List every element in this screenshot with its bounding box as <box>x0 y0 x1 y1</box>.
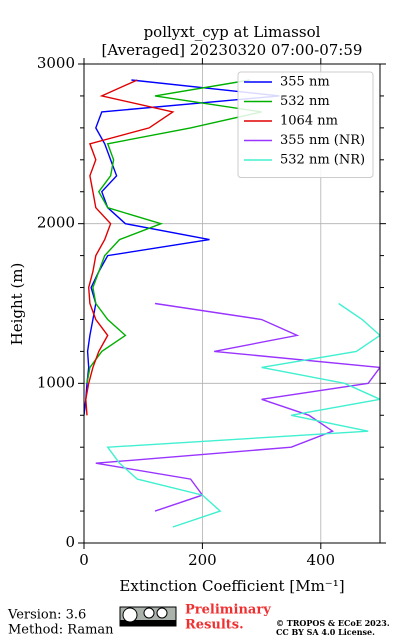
profile-line <box>85 79 175 416</box>
x-tick-label: 0 <box>79 551 89 569</box>
plot-frame <box>83 63 381 544</box>
legend-box <box>237 71 374 178</box>
y-axis-label: Height (m) <box>8 263 26 346</box>
profile-line <box>84 79 280 416</box>
method: Method: Raman <box>8 623 114 638</box>
legend-label: 355 nm <box>280 75 330 90</box>
cc-logo <box>119 606 177 627</box>
y-tick-label: 1000 <box>37 373 75 391</box>
preliminary: Preliminary <box>185 603 271 618</box>
y-tick-label: 0 <box>65 533 75 551</box>
x-axis-label: Extinction Coefficient [Mm⁻¹] <box>119 577 344 595</box>
version: Version: 3.6 <box>7 608 86 623</box>
profile-line <box>95 302 380 512</box>
legend-label: 1064 nm <box>280 114 338 129</box>
x-tick-label: 200 <box>188 551 217 569</box>
copyright: © TROPOS & ECoE 2023. <box>276 618 390 628</box>
preliminary: Results. <box>185 618 244 633</box>
legend-label: 355 nm (NR) <box>280 133 365 148</box>
y-tick-label: 2000 <box>37 214 75 232</box>
profile-line <box>86 79 262 384</box>
legend-label: 532 nm <box>280 94 330 109</box>
y-tick-label: 3000 <box>37 54 75 72</box>
x-tick-label: 400 <box>306 551 335 569</box>
chart-title: pollyxt_cyp at Limassol <box>144 23 321 41</box>
copyright: CC BY SA 4.0 License. <box>276 627 375 637</box>
legend-label: 532 nm (NR) <box>280 153 365 168</box>
chart-subtitle: [Averaged] 20230320 07:00-07:59 <box>102 41 363 59</box>
